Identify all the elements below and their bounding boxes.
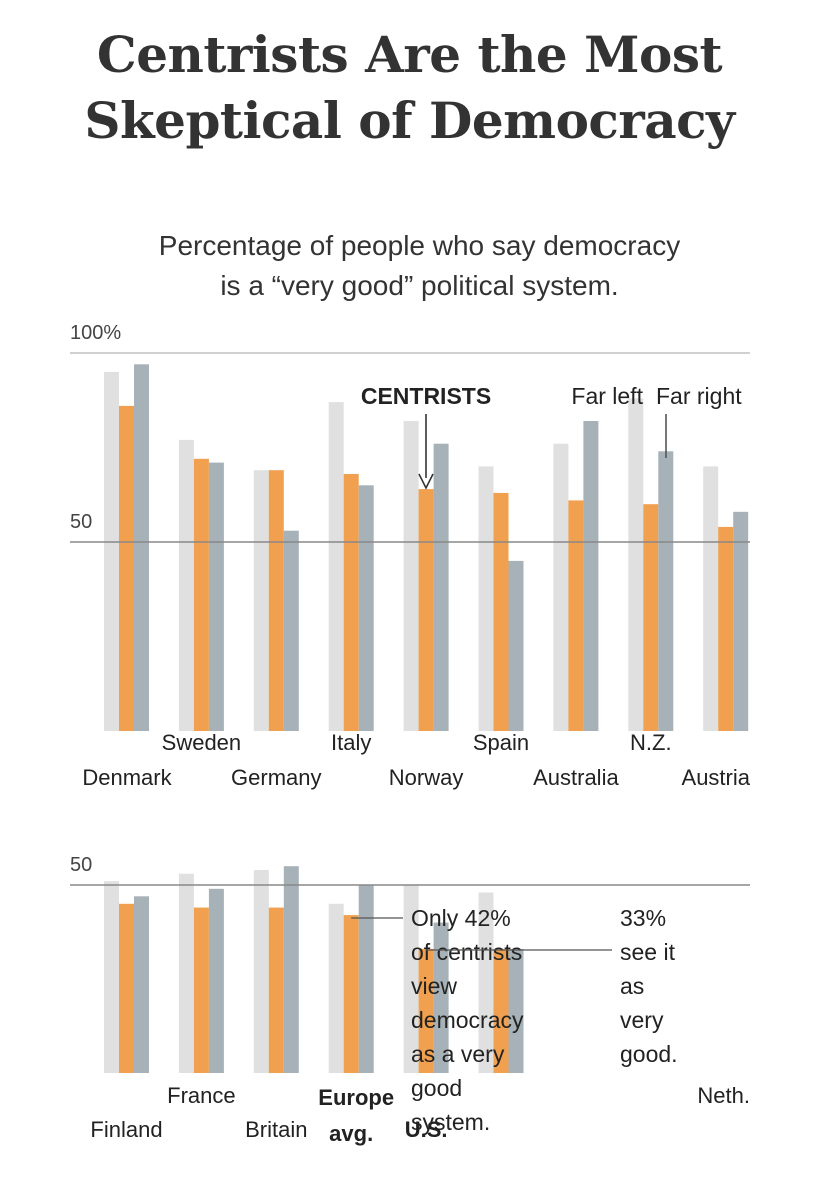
subtitle-line-1: Percentage of people who say democracy <box>158 230 681 261</box>
bar-centrists-denmark <box>119 405 134 731</box>
bar-far_right-denmark <box>134 364 149 731</box>
bar-centrists-britain <box>268 907 284 1073</box>
bar-centrists-u-s- <box>418 948 434 1073</box>
bar-far_left-austria <box>703 466 719 731</box>
bar-centrists-norway <box>418 489 434 731</box>
annotation-2-line-5: good. <box>620 1041 678 1067</box>
legend-far-left: Far left <box>571 383 643 409</box>
legend-far-right: Far right <box>656 383 742 409</box>
bar-far_right-europe-avg- <box>358 885 374 1073</box>
title-line-1: Centrists Are the Most <box>96 25 723 84</box>
bar-far_right-germany <box>283 530 299 731</box>
bar-far_left-n-z- <box>628 398 644 731</box>
bar-centrists-france <box>193 907 209 1073</box>
category-label-denmark: Denmark <box>82 765 172 790</box>
bar-centrists-neth- <box>493 948 509 1073</box>
tick-label-50: 50 <box>70 511 92 533</box>
category-label-finland: Finland <box>90 1117 162 1142</box>
bar-far_right-n-z- <box>658 451 674 731</box>
bar-far_left-sweden <box>178 439 194 731</box>
legend-centrists: CENTRISTS <box>361 383 491 409</box>
category-label-britain: Britain <box>245 1117 307 1142</box>
annotation-1-line-3: view <box>411 973 457 999</box>
annotation-1-line-4: democracy <box>411 1007 524 1033</box>
bar-centrists-sweden <box>193 458 209 731</box>
bar-far_right-finland <box>134 896 149 1073</box>
category-label-germany: Germany <box>231 765 321 790</box>
bar-centrists-austria <box>718 526 734 731</box>
category-label-neth: Neth. <box>697 1083 750 1108</box>
category-label-australia: Australia <box>533 765 619 790</box>
category-label-spain: Spain <box>473 730 529 755</box>
tick-label-100: 100% <box>70 322 121 344</box>
category-label-norway: Norway <box>389 765 464 790</box>
category-label-austria: Austria <box>682 765 751 790</box>
annotation-1-line-1: Only 42% <box>411 905 511 931</box>
bar-far_right-austria <box>733 511 749 731</box>
chart-title: Centrists Are the Most Skeptical of Demo… <box>0 22 819 154</box>
category-label-italy: Italy <box>331 730 371 755</box>
bar-far_left-france <box>178 873 194 1073</box>
bar-far_left-europe-avg- <box>328 903 344 1073</box>
annotation-2-line-3: as <box>620 973 644 999</box>
bar-centrists-europe-avg- <box>343 915 359 1073</box>
category-label-france: France <box>167 1083 235 1108</box>
bar-centrists-italy <box>343 474 359 731</box>
category-label-europe: Europe <box>318 1085 394 1110</box>
bar-centrists-spain <box>493 492 509 731</box>
bar-far_left-denmark <box>104 371 119 731</box>
category-label-u-s: U.S. <box>405 1117 448 1142</box>
legend-centrists-arrow-head <box>418 473 434 490</box>
tick-label-50: 50 <box>70 854 92 876</box>
annotation-1-line-5: as a very <box>411 1041 505 1067</box>
bar-far_left-italy <box>328 402 344 731</box>
bar-far_right-spain <box>508 560 524 731</box>
chart-subtitle: Percentage of people who say democracy i… <box>0 226 819 306</box>
bar-far_right-neth- <box>508 948 524 1073</box>
annotation-2-line-4: very <box>620 1007 664 1033</box>
bar-centrists-germany <box>268 470 284 731</box>
bar-far_right-sweden <box>208 462 224 731</box>
title-line-2: Skeptical of Democracy <box>84 91 735 150</box>
bar-far_left-finland <box>104 881 119 1073</box>
bar-far_left-spain <box>478 466 494 731</box>
bar-far_right-france <box>208 888 224 1073</box>
bar-far_left-germany <box>253 470 269 731</box>
bar-centrists-australia <box>568 500 584 731</box>
bar-centrists-n-z- <box>643 504 659 731</box>
bar-far_left-neth- <box>478 892 494 1073</box>
bar-far_right-britain <box>283 866 299 1073</box>
bar-far_right-italy <box>358 485 374 731</box>
annotation-1-line-6: good <box>411 1075 462 1101</box>
annotation-2-line-1: 33% <box>620 905 666 931</box>
bar-far_left-britain <box>253 870 269 1073</box>
bar-far_left-u-s- <box>403 885 419 1073</box>
category-label-avg: avg. <box>329 1121 373 1146</box>
subtitle-line-2: is a “very good” political system. <box>220 270 619 301</box>
annotation-1-line-7: system. <box>411 1109 490 1135</box>
category-label-sweden: Sweden <box>162 730 242 755</box>
category-label-n-z: N.Z. <box>630 730 672 755</box>
bar-far_right-australia <box>583 421 599 731</box>
bar-far_left-norway <box>403 421 419 731</box>
bar-far_right-u-s- <box>433 922 449 1073</box>
bar-far_left-australia <box>553 443 569 731</box>
bar-centrists-finland <box>119 903 134 1073</box>
annotation-1-line-2: of centrists <box>411 939 522 965</box>
bar-far_right-norway <box>433 443 449 731</box>
annotation-2-line-2: see it <box>620 939 676 965</box>
